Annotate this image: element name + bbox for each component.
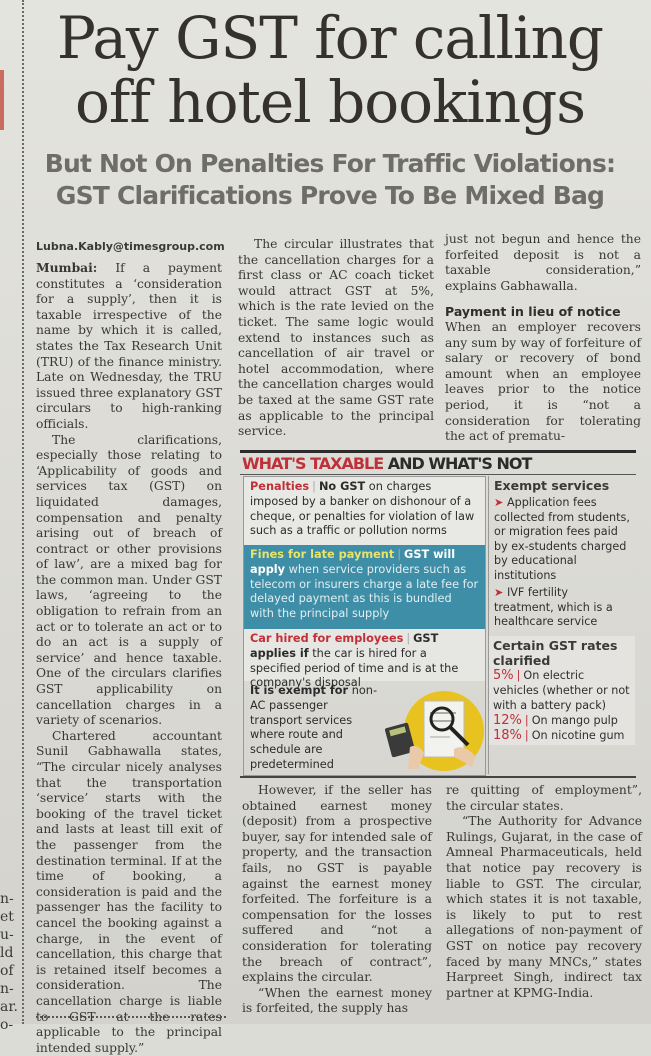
- rate-percent: 18%: [493, 727, 522, 743]
- item-text: on charges imposed by a banker on dishon…: [250, 480, 475, 538]
- item-lead: GST will apply: [250, 548, 456, 576]
- paragraph: “The Authority for Advance Rulings, Guja…: [446, 814, 642, 1000]
- item-text: the car is hired for a specified period …: [250, 646, 459, 690]
- headline: Pay GST for calling off hotel bookings: [30, 6, 630, 134]
- exempt-services-heading: Exempt services: [494, 478, 610, 493]
- separator: |: [397, 548, 402, 561]
- subheadline-line-2: GST Clarifications Prove To Be Mixed Bag: [55, 181, 605, 210]
- article-column-3-bottom: re quitting of employment”, the circular…: [446, 783, 642, 1001]
- factbox-exempt-panel: Exempt services ➤ Application fees colle…: [488, 476, 635, 774]
- paragraph: When an employer recovers any sum by way…: [445, 319, 641, 444]
- magnifying-glass-illustration-icon: [384, 687, 484, 773]
- exempt-item: ➤ Application fees collected from studen…: [494, 496, 630, 583]
- article-column-2-top: The circular illustrates that the cancel…: [238, 237, 434, 440]
- factbox: WHAT'S TAXABLE AND WHAT'S NOT Penalties |…: [240, 450, 636, 778]
- rate-text: On nicotine gum: [531, 728, 625, 742]
- paragraph: Chartered accountant Sunil Gabhawalla st…: [36, 728, 222, 1055]
- article-column-2-bottom: However, if the seller has obtained earn…: [242, 783, 432, 1017]
- separator: |: [524, 728, 529, 742]
- item-tag: Penalties: [250, 480, 310, 493]
- separator: |: [312, 480, 316, 493]
- gst-rates-heading: Certain GST rates clarified: [493, 637, 618, 668]
- factbox-taxable-panel: Penalties | No GST on charges imposed by a…: [243, 476, 486, 776]
- subheadline: But Not On Penalties For Traffic Violati…: [30, 148, 630, 212]
- arrow-bullet-icon: ➤: [494, 496, 504, 509]
- column-divider-dotted: [22, 0, 24, 1024]
- factbox-item-penalties: Penalties | No GST on charges imposed by a…: [244, 477, 485, 545]
- rate-item: 5% | On electric vehicles (whether or not …: [493, 668, 631, 713]
- paragraph: re quitting of employment”, the circular…: [446, 783, 642, 813]
- clipped-text: of: [0, 963, 14, 979]
- factbox-item-exempt-transport: It is exempt for non-AC passenger transp…: [244, 681, 384, 775]
- rate-percent: 5%: [493, 667, 514, 683]
- item-lead: GST applies if: [250, 632, 439, 660]
- rate-text: On electric vehicles (whether or not wit…: [493, 668, 630, 712]
- factbox-bottom-rule: [240, 776, 636, 778]
- subheadline-line-1: But Not On Penalties For Traffic Violati…: [44, 149, 616, 178]
- paragraph: The clarifications, especially those rel…: [36, 432, 222, 728]
- item-text: non-AC passenger transport services wher…: [250, 684, 378, 771]
- clipped-text: n-: [0, 891, 14, 907]
- clipped-text: o-: [0, 1017, 14, 1033]
- clipped-text: n-: [0, 981, 14, 997]
- gst-rates-panel: Certain GST rates clarified 5% | On electr…: [489, 635, 635, 745]
- factbox-top-rule: [240, 450, 636, 453]
- paragraph: If a payment constitutes a ‘consideratio…: [36, 261, 222, 431]
- rate-item: 12% | On mango pulp: [493, 713, 631, 728]
- clipped-text: ar.: [0, 999, 18, 1015]
- factbox-item-late-fines: Fines for late payment | GST will apply wh…: [244, 545, 485, 629]
- rate-text: On mango pulp: [531, 713, 618, 727]
- clipped-text: u-: [0, 927, 14, 943]
- paragraph: “When the earnest money is forfeited, th…: [242, 985, 432, 1016]
- clipped-text: et: [0, 909, 14, 925]
- rate-percent: 12%: [493, 712, 522, 728]
- article-column-3-top: just not begun and hence the forfeited d…: [445, 232, 641, 445]
- byline-email: Lubna.Kably@timesgroup.com: [36, 240, 225, 253]
- headline-line-2: off hotel bookings: [74, 68, 586, 136]
- article-column-1: Mumbai: If a payment constitutes a ‘cons…: [36, 260, 222, 1056]
- separator: |: [406, 632, 411, 645]
- factbox-title-rule: [240, 474, 636, 475]
- adjacent-article-edge: [0, 0, 20, 1024]
- item-lead: No GST: [318, 480, 366, 493]
- paragraph: However, if the seller has obtained earn…: [242, 783, 432, 985]
- separator: |: [516, 668, 521, 682]
- red-edge-mark: [0, 70, 4, 130]
- factbox-item-car-hire: Car hired for employees | GST applies if t…: [244, 629, 485, 689]
- exempt-item: ➤ IVF fertility treatment, which is a he…: [494, 586, 630, 630]
- item-tag: Car hired for employees: [250, 632, 404, 645]
- clipped-adjacent-column: n- et u- ld of n- ar. o-: [0, 890, 18, 1034]
- factbox-title-black: AND WHAT'S NOT: [383, 454, 533, 473]
- clipped-text: ld: [0, 945, 14, 961]
- exempt-item-text: IVF fertility treatment, which is a heal…: [494, 586, 613, 628]
- factbox-title-red: WHAT'S TAXABLE: [242, 454, 384, 473]
- item-lead: It is exempt for: [250, 684, 349, 697]
- paragraph: just not begun and hence the forfeited d…: [445, 232, 641, 293]
- separator: |: [524, 713, 529, 727]
- rate-item: 18% | On nicotine gum: [493, 728, 631, 743]
- paragraph: The circular illustrates that the cancel…: [238, 237, 434, 439]
- headline-line-1: Pay GST for calling: [56, 4, 604, 72]
- column-end-divider: [36, 1016, 226, 1018]
- factbox-title: WHAT'S TAXABLE AND WHAT'S NOT: [242, 454, 533, 473]
- section-subhead: Payment in lieu of notice: [445, 304, 621, 320]
- dateline: Mumbai:: [36, 260, 98, 275]
- item-tag: Fines for late payment: [250, 548, 395, 561]
- arrow-bullet-icon: ➤: [494, 586, 504, 599]
- item-text: when service providers such as telecom o…: [250, 562, 479, 621]
- exempt-item-text: Application fees collected from students…: [494, 496, 630, 582]
